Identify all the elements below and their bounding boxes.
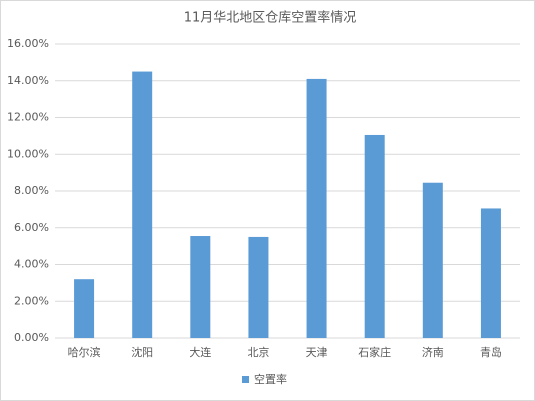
x-tick-label: 天津 bbox=[306, 346, 328, 359]
x-tick-label: 北京 bbox=[247, 345, 269, 359]
x-tick-label: 青岛 bbox=[480, 345, 502, 359]
y-tick-label: 2.00% bbox=[14, 294, 49, 307]
bar bbox=[364, 134, 385, 338]
bar bbox=[422, 182, 443, 338]
x-tick-label: 哈尔滨 bbox=[68, 345, 101, 359]
y-tick-label: 8.00% bbox=[14, 184, 49, 197]
bar bbox=[306, 78, 327, 338]
bar bbox=[132, 71, 153, 338]
x-tick-label: 大连 bbox=[189, 345, 211, 359]
y-tick-label: 14.00% bbox=[7, 74, 49, 87]
x-tick-label: 石家庄 bbox=[358, 345, 391, 359]
y-tick-label: 16.00% bbox=[7, 37, 49, 50]
bar bbox=[190, 236, 211, 338]
bar bbox=[480, 208, 501, 338]
legend-label: 空置率 bbox=[254, 372, 287, 386]
y-tick-label: 12.00% bbox=[7, 111, 49, 124]
chart-title: 11月华北地区仓库空置率情况 bbox=[184, 10, 357, 26]
x-tick-label: 沈阳 bbox=[131, 345, 153, 359]
bar bbox=[74, 279, 95, 338]
y-tick-label: 0.00% bbox=[14, 331, 49, 344]
y-tick-label: 4.00% bbox=[14, 258, 49, 271]
y-tick-label: 10.00% bbox=[7, 147, 49, 160]
y-tick-label: 6.00% bbox=[14, 221, 49, 234]
x-tick-label: 济南 bbox=[422, 345, 444, 359]
legend-swatch bbox=[242, 376, 249, 383]
bar bbox=[248, 236, 269, 338]
